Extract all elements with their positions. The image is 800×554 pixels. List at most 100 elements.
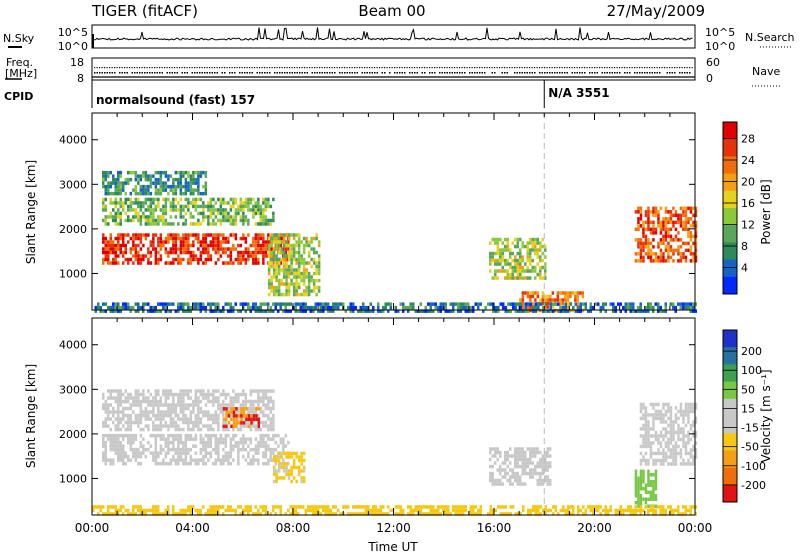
nave-dot	[539, 67, 541, 69]
nave-dot	[379, 67, 381, 69]
freq-dot	[656, 72, 658, 74]
freq-dot	[216, 72, 218, 74]
nave-dot	[196, 67, 198, 69]
nave-dot	[264, 67, 266, 69]
nave-dot	[174, 67, 176, 69]
nave-dot	[639, 67, 641, 69]
nave-dot	[549, 67, 551, 69]
nave-dot	[496, 67, 498, 69]
nave-dot	[131, 67, 133, 69]
nave-dot	[624, 67, 626, 69]
nave-dot	[534, 67, 536, 69]
freq-dot	[654, 72, 656, 74]
nave-dot	[411, 67, 413, 69]
nave-dot	[194, 67, 196, 69]
nsky-panel-frame	[91, 24, 696, 49]
freq-dot	[659, 72, 661, 74]
cpid-segment-2: N/A 3551	[548, 86, 609, 100]
nave-dot	[124, 67, 126, 69]
nave-dot	[421, 67, 423, 69]
nave-dot	[526, 67, 528, 69]
nave-dot	[181, 67, 183, 69]
freq-dot	[474, 72, 476, 74]
nave-dot	[489, 67, 491, 69]
nave-dot	[321, 67, 323, 69]
nave-dot	[559, 67, 561, 69]
nave-dot	[466, 67, 468, 69]
nave-dot	[261, 67, 263, 69]
velocity-echo-region	[92, 505, 697, 516]
velocity-colorbar-segment	[723, 347, 737, 365]
nave-dot	[621, 67, 623, 69]
freq-dot	[414, 72, 416, 74]
freq-dot	[321, 72, 323, 74]
nave-dot	[571, 67, 573, 69]
velocity-ylabel: Slant Range [km]	[24, 364, 38, 468]
nsky-label: N.Sky	[3, 32, 35, 45]
nave-dot	[119, 67, 121, 69]
velocity-echo-region	[272, 451, 306, 484]
freq-dot	[134, 72, 136, 74]
freq-dot	[346, 72, 348, 74]
freq-dot	[594, 72, 596, 74]
nave-dot	[234, 67, 236, 69]
velocity-colorbar-tick-label: 50	[741, 383, 755, 396]
freq-tick-bottom: 8	[77, 72, 84, 85]
nave-dot	[426, 67, 428, 69]
freq-dot	[564, 72, 566, 74]
freq-dot	[561, 72, 563, 74]
freq-dot	[274, 72, 276, 74]
freq-dot	[261, 72, 263, 74]
freq-dot	[176, 72, 178, 74]
nave-dot	[169, 67, 171, 69]
velocity-ytick-label: 1000	[59, 472, 87, 485]
power-echo-region	[102, 197, 275, 226]
nave-dot	[616, 67, 618, 69]
nave-dot	[221, 67, 223, 69]
nave-dot	[396, 67, 398, 69]
freq-dot	[316, 72, 318, 74]
velocity-colorbar-tick-label: -15	[741, 422, 759, 435]
freq-dot	[484, 72, 486, 74]
velocity-colorbar-tick-label: -50	[741, 441, 759, 454]
freq-dot	[211, 72, 213, 74]
nave-dot	[284, 67, 286, 69]
nave-dot	[351, 67, 353, 69]
freq-dot	[559, 72, 561, 74]
freq-dot	[126, 72, 128, 74]
nave-dot	[564, 67, 566, 69]
nave-dot	[596, 67, 598, 69]
freq-dot	[249, 72, 251, 74]
nave-dot	[334, 67, 336, 69]
freq-dot	[156, 72, 158, 74]
nave-dot	[184, 67, 186, 69]
power-colorbar-tick-label: 16	[741, 197, 755, 210]
velocity-colorbar-label: Velocity [m s⁻¹]	[759, 369, 773, 462]
nave-dot	[629, 67, 631, 69]
nave-dot	[364, 67, 366, 69]
nave-dot	[154, 67, 156, 69]
nave-dot	[289, 67, 291, 69]
nave-label: Nave	[752, 65, 780, 78]
freq-dot	[239, 72, 241, 74]
nave-dot	[546, 67, 548, 69]
nave-dot	[186, 67, 188, 69]
velocity-ytick-label: 3000	[59, 383, 87, 396]
velocity-echo-region	[222, 407, 261, 429]
nave-dot	[191, 67, 193, 69]
nave-dot	[349, 67, 351, 69]
power-colorbar-segment	[723, 173, 737, 192]
nave-dot	[324, 67, 326, 69]
freq-dot	[366, 72, 368, 74]
freq-dot	[524, 72, 526, 74]
freq-dot	[381, 72, 383, 74]
nave-dot	[584, 67, 586, 69]
time-tick-label: 00:00	[75, 521, 110, 535]
nave-dot	[171, 67, 173, 69]
nave-dot	[231, 67, 233, 69]
velocity-colorbar-segment	[723, 381, 737, 400]
nave-dot	[519, 67, 521, 69]
nave-dot	[689, 67, 691, 69]
nave-dot	[594, 67, 596, 69]
nave-dot	[309, 67, 311, 69]
